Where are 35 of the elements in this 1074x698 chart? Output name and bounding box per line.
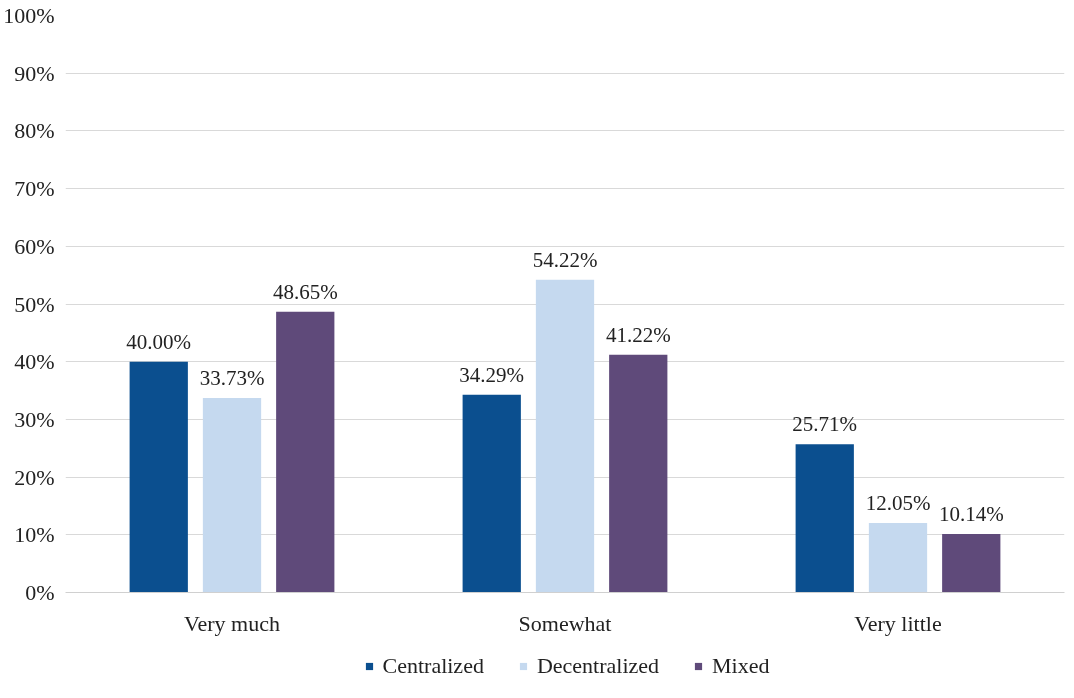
y-tick-label: 10% [14,522,55,548]
legend-label: Mixed [712,652,770,679]
y-tick-label: 90% [14,60,55,86]
bar [129,361,188,593]
x-tick-label: Somewhat [518,610,612,636]
bar [868,522,928,593]
bar [609,354,668,593]
data-label: 54.22% [532,247,598,272]
data-label: 10.14% [938,501,1004,526]
data-label: 40.00% [126,329,192,354]
legend-label: Centralized [382,652,484,679]
bar [276,311,335,593]
y-tick-label: 0% [25,580,55,605]
data-label: 34.29% [459,362,525,387]
data-label: 25.71% [792,412,858,437]
x-tick-label: Very much [184,610,280,636]
y-tick-label: 40% [14,349,55,375]
bar [535,279,595,593]
bar [942,533,1001,593]
y-tick-label: 50% [14,291,55,317]
data-label: 41.22% [605,322,671,347]
x-tick-label: Very little [854,610,942,636]
y-tick-label: 20% [14,464,55,490]
bar [795,444,854,593]
y-tick-label: 80% [14,118,55,144]
legend-label: Decentralized [536,652,660,679]
y-tick-label: 100% [3,3,55,28]
y-tick-label: 60% [14,233,55,259]
y-tick-label: 30% [14,406,55,432]
bar [462,394,521,593]
data-label: 48.65% [272,279,338,304]
data-label: 12.05% [865,490,931,515]
data-label: 33.73% [199,365,265,390]
bar [202,397,262,593]
y-tick-label: 70% [14,176,55,202]
